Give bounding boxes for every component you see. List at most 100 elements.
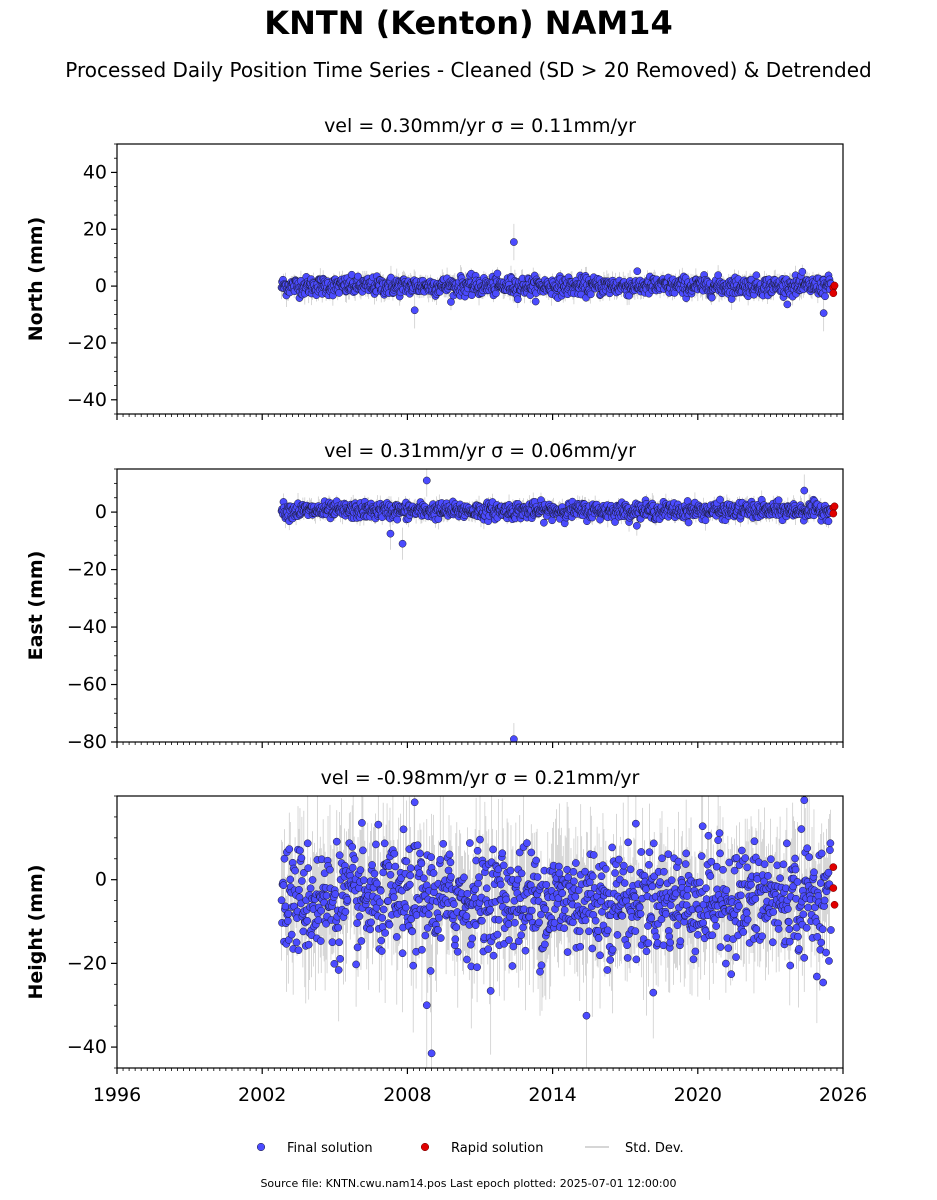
final-point xyxy=(304,864,313,872)
final-point xyxy=(406,864,415,872)
final-point xyxy=(343,896,352,904)
final-point-outlier xyxy=(410,306,419,315)
final-point xyxy=(354,272,362,281)
final-point xyxy=(465,839,474,847)
final-point xyxy=(504,920,513,928)
final-point xyxy=(476,835,484,844)
final-point xyxy=(486,987,495,995)
final-point xyxy=(279,881,288,890)
final-point xyxy=(303,839,312,848)
final-point xyxy=(335,851,344,860)
final-point xyxy=(391,862,400,871)
final-point xyxy=(378,914,387,922)
y-axis: −40 −20 0 20 40 xyxy=(67,143,117,415)
final-point xyxy=(418,945,426,954)
final-point xyxy=(597,872,606,881)
final-point xyxy=(714,271,722,280)
final-point xyxy=(316,937,325,945)
chart-title: KNTN (Kenton) NAM14 xyxy=(264,4,673,42)
final-point-outlier xyxy=(398,539,407,548)
final-point xyxy=(462,912,471,920)
final-point xyxy=(379,905,388,914)
final-point xyxy=(299,927,308,936)
final-point xyxy=(571,892,580,901)
final-solution-points xyxy=(277,796,835,1058)
final-point xyxy=(413,841,422,850)
final-point xyxy=(588,872,597,881)
final-point xyxy=(291,866,299,875)
final-point xyxy=(571,859,580,867)
y-axis: −80 −60 −40 −20 0 xyxy=(67,468,117,753)
final-point xyxy=(377,947,386,955)
final-point xyxy=(436,855,445,864)
final-point xyxy=(355,912,364,921)
y-tick-label: 0 xyxy=(95,501,107,523)
final-point xyxy=(517,869,526,878)
final-point xyxy=(332,837,341,846)
final-point xyxy=(463,955,471,964)
final-point xyxy=(298,877,306,885)
final-point-outlier xyxy=(510,735,518,742)
final-point xyxy=(393,515,402,524)
final-point xyxy=(286,875,295,884)
final-point xyxy=(517,931,525,940)
final-point xyxy=(633,267,642,276)
final-point xyxy=(334,923,343,932)
final-point xyxy=(560,906,569,914)
final-point xyxy=(535,918,543,927)
final-point xyxy=(373,879,381,888)
final-point xyxy=(376,886,385,895)
final-point-outlier xyxy=(800,486,809,495)
final-point xyxy=(292,938,301,947)
final-point xyxy=(408,927,417,936)
final-point xyxy=(581,916,590,925)
final-point xyxy=(341,907,350,916)
final-point xyxy=(427,853,435,862)
y-tick-label: −20 xyxy=(67,332,107,354)
final-point xyxy=(494,865,503,874)
final-point xyxy=(389,893,398,902)
final-point xyxy=(510,918,519,927)
final-point xyxy=(417,859,426,868)
final-point xyxy=(398,949,407,958)
final-point xyxy=(348,863,357,872)
final-point-outlier xyxy=(386,529,395,538)
y-tick-label: 0 xyxy=(95,275,107,297)
final-point xyxy=(297,854,306,862)
final-point xyxy=(435,914,443,922)
final-point xyxy=(372,903,381,912)
final-point xyxy=(603,966,612,974)
final-point xyxy=(390,849,399,858)
final-point xyxy=(475,873,483,881)
rapid-solution-points xyxy=(829,502,839,518)
x-axis-ticks xyxy=(116,742,844,748)
y-axis-label: North (mm) xyxy=(25,217,47,342)
final-point xyxy=(542,880,551,889)
final-point xyxy=(429,869,438,877)
final-point xyxy=(445,850,454,859)
final-point xyxy=(308,876,317,884)
final-point xyxy=(460,873,468,882)
final-point xyxy=(558,889,567,898)
final-point xyxy=(570,877,578,886)
final-point xyxy=(493,269,502,278)
final-point xyxy=(359,846,367,855)
final-point xyxy=(466,940,475,949)
final-point xyxy=(402,903,410,912)
final-point xyxy=(424,910,433,919)
final-point xyxy=(701,516,710,525)
final-point xyxy=(306,884,315,893)
final-point xyxy=(463,889,472,898)
final-point xyxy=(317,906,326,915)
final-point xyxy=(350,855,359,864)
final-point xyxy=(367,918,375,927)
final-point xyxy=(513,875,522,884)
final-point xyxy=(295,885,303,894)
y-tick-label: −80 xyxy=(67,731,107,753)
final-point xyxy=(540,518,548,527)
final-point xyxy=(303,916,312,925)
final-point xyxy=(468,934,477,943)
final-point xyxy=(299,868,308,877)
